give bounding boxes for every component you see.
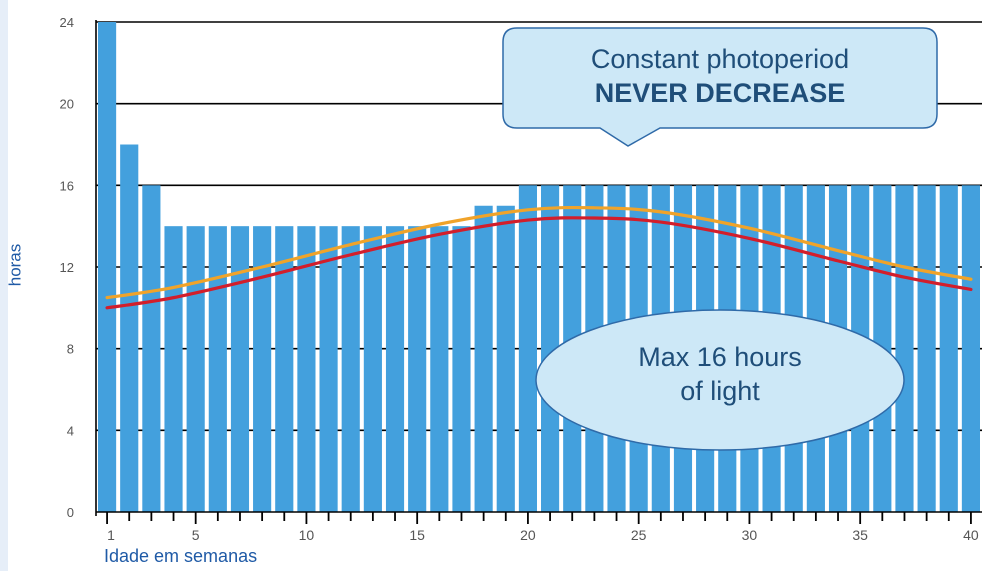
y-tick-label-16: 16 [60, 178, 74, 193]
y-tick-label-24: 24 [60, 15, 74, 30]
x-tick-label-1: 1 [107, 527, 115, 543]
callout-photoperiod-line1: Constant photoperiod [590, 44, 850, 74]
bar-week-39 [939, 185, 958, 513]
x-tick-label-15: 15 [409, 527, 425, 543]
bar-week-3 [142, 185, 161, 513]
bar-week-2 [120, 144, 139, 512]
x-axis-label: Idade em semanas [104, 546, 258, 566]
x-tick-label-35: 35 [852, 527, 868, 543]
bar-week-12 [341, 226, 360, 512]
callout-photoperiod-box [502, 27, 938, 147]
bar-week-16 [430, 226, 449, 512]
bar-week-1 [98, 22, 117, 512]
bar-week-7 [230, 226, 250, 512]
trend-line-1 [105, 205, 973, 300]
left-strip [0, 0, 8, 571]
bar-week-9 [275, 226, 294, 512]
bar-week-11 [319, 226, 338, 512]
trend-line-2 [105, 216, 973, 310]
bar-week-4 [164, 226, 183, 512]
y-tick-label-4: 4 [67, 423, 74, 438]
x-tick-label-25: 25 [631, 527, 647, 543]
bar-week-13 [363, 226, 382, 512]
y-axis-label: horas [5, 243, 25, 287]
bar-week-10 [297, 226, 316, 512]
bar-week-14 [385, 226, 405, 512]
y-tick-label-0: 0 [67, 505, 74, 520]
callout-photoperiod-text: Constant photoperiod NEVER DECREASE [503, 42, 937, 110]
bar-week-5 [186, 226, 205, 512]
x-tick-label-5: 5 [192, 527, 200, 543]
bar-week-21 [541, 185, 560, 513]
bar-week-20 [518, 185, 537, 513]
bar-week-15 [408, 226, 427, 512]
bar-week-6 [208, 226, 227, 512]
callout-max-ellipse [535, 309, 905, 451]
bar-week-8 [253, 226, 272, 512]
callout-max-line1: Max 16 hours [638, 342, 802, 372]
bar-week-38 [917, 185, 936, 513]
bar-week-37 [895, 185, 914, 513]
y-tick-label-8: 8 [67, 342, 74, 357]
callout-max-line2: of light [680, 376, 760, 406]
x-tick-label-30: 30 [742, 527, 758, 543]
bar-week-40 [961, 185, 980, 513]
callout-max-text: Max 16 hours of light [560, 340, 880, 408]
y-tick-label-12: 12 [60, 260, 74, 275]
callout-photoperiod-line2: NEVER DECREASE [594, 78, 846, 108]
x-tick-label-40: 40 [963, 527, 979, 543]
x-tick-label-10: 10 [299, 527, 315, 543]
bar-week-19 [496, 205, 515, 512]
bar-week-18 [474, 205, 493, 512]
bar-week-17 [452, 226, 471, 512]
y-tick-label-20: 20 [60, 97, 74, 112]
x-tick-label-20: 20 [520, 527, 536, 543]
